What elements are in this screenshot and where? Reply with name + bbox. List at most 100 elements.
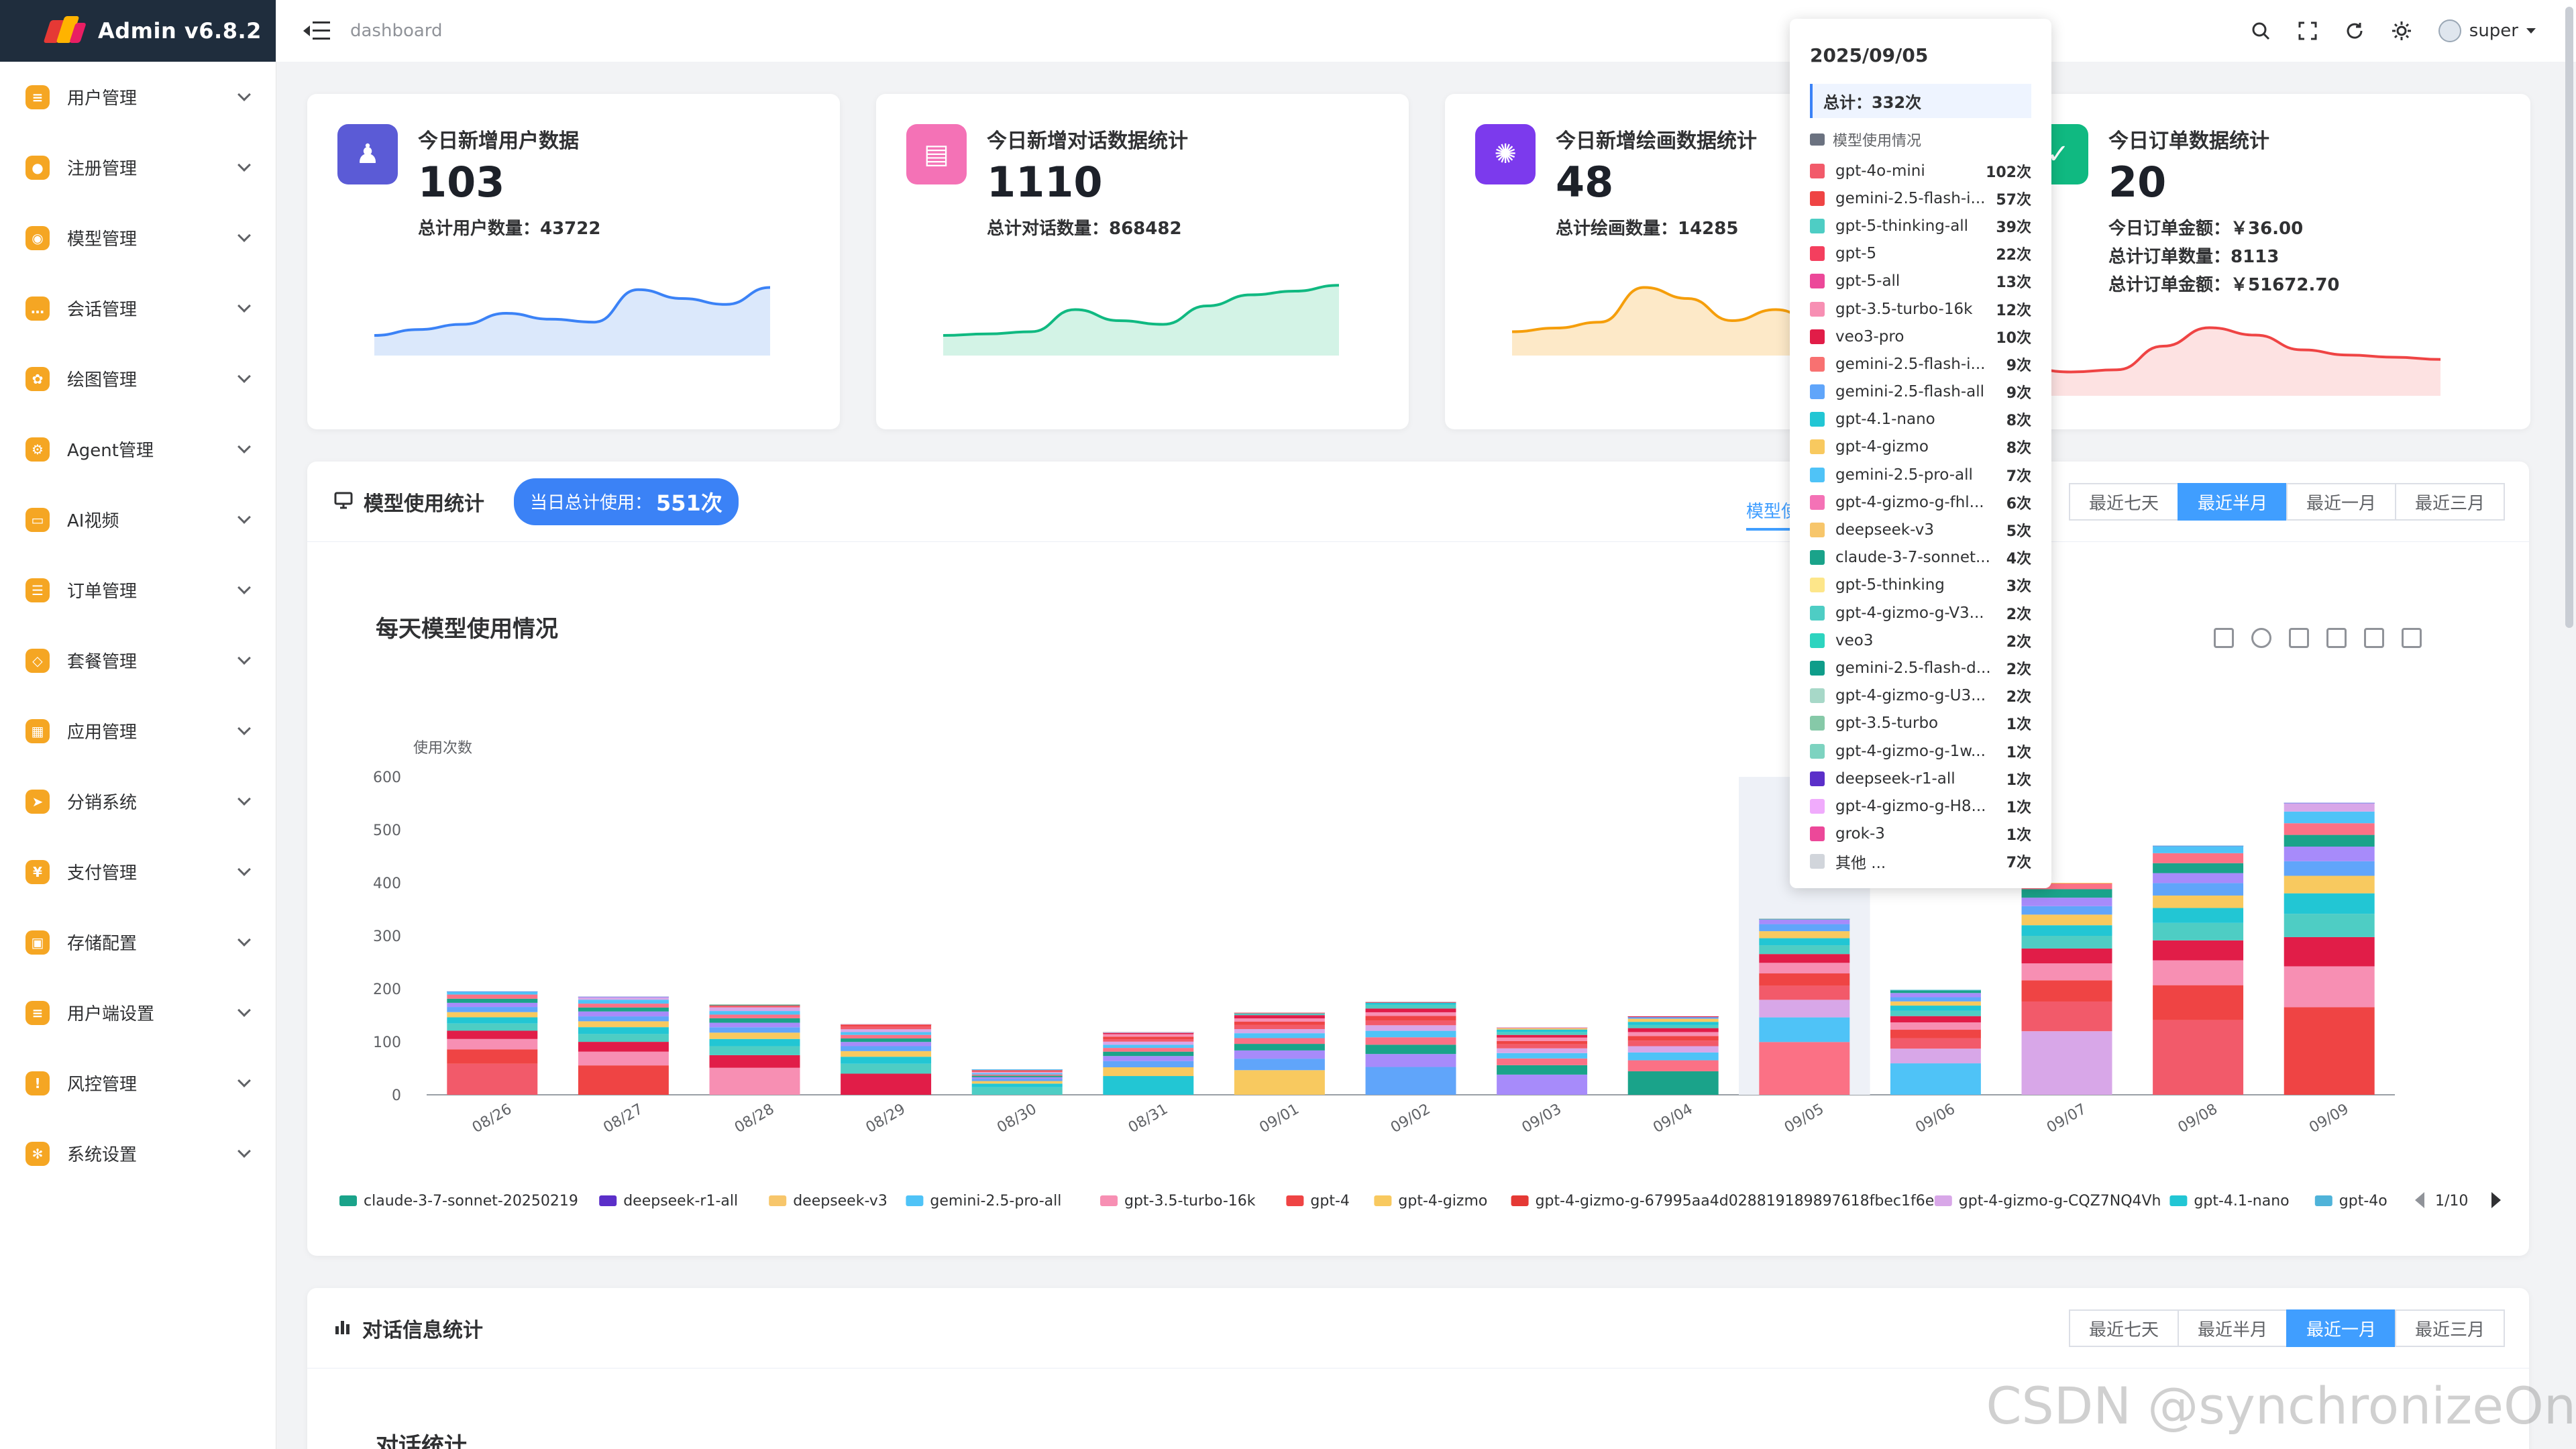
sidebar-item[interactable]: ✻ 系统设置 [0,1118,276,1189]
bar-segment[interactable] [1234,1070,1325,1095]
bar-segment[interactable] [2021,906,2112,915]
bar-segment[interactable] [2153,895,2244,908]
bar-segment[interactable] [841,1073,932,1095]
bar-segment[interactable] [1759,973,1850,986]
bar-segment[interactable] [709,1027,800,1033]
sidebar-collapse-icon[interactable] [303,20,330,42]
legend-item[interactable]: gpt-4.1-nano [2194,1193,2289,1210]
bar-segment[interactable] [2284,1007,2375,1095]
legend-item[interactable]: gpt-3.5-turbo-16k [1124,1193,1256,1210]
bar-segment[interactable] [2284,914,2375,937]
sidebar-item[interactable]: ⚙ Agent管理 [0,414,276,484]
bar-segment[interactable] [841,1051,932,1057]
bar-segment[interactable] [1497,1037,1588,1041]
bar-segment[interactable] [2153,883,2244,896]
bar-segment[interactable] [1103,1061,1194,1067]
legend-swatch[interactable] [2314,1195,2332,1206]
line-chart-icon[interactable] [2326,628,2347,648]
bar-segment[interactable] [1890,1030,1981,1038]
bar-segment[interactable] [971,1071,1063,1073]
bar-segment[interactable] [2021,1001,2112,1032]
bar-segment[interactable] [709,1067,800,1095]
bar-segment[interactable] [1234,1012,1325,1014]
bar-segment[interactable] [1497,1065,1588,1075]
bar-segment[interactable] [1234,1024,1325,1030]
bar-segment[interactable] [2021,914,2112,926]
bar-segment[interactable] [1497,1048,1588,1053]
sidebar-item[interactable]: ▭ AI视频 [0,484,276,555]
bar-segment[interactable] [1759,1042,1850,1095]
bar-segment[interactable] [1365,1016,1456,1021]
bar-segment[interactable] [447,1017,538,1024]
bar-segment[interactable] [1890,989,1981,994]
fullscreen-icon[interactable] [2298,21,2318,41]
legend-item[interactable]: gemini-2.5-pro-all [930,1193,1061,1210]
range-button[interactable]: 最近三月 [2395,1309,2506,1347]
bar-segment[interactable] [709,1018,800,1023]
bar-segment[interactable] [2021,963,2112,981]
legend-prev-icon[interactable] [2415,1192,2424,1208]
bar-segment[interactable] [2153,960,2244,985]
bar-segment[interactable] [1497,1027,1588,1030]
range-button[interactable]: 最近一月 [2286,1309,2397,1347]
bar-segment[interactable] [447,994,538,999]
bar-segment[interactable] [1627,1046,1719,1053]
bar-segment[interactable] [1103,1032,1194,1034]
legend-swatch[interactable] [1286,1195,1304,1206]
bar-segment[interactable] [2021,898,2112,906]
bar-segment[interactable] [1234,1029,1325,1034]
bar-segment[interactable] [1365,1025,1456,1031]
sidebar-item[interactable]: ≡ 用户管理 [0,62,276,132]
bar-segment[interactable] [1103,1067,1194,1077]
bar-segment[interactable] [971,1070,1063,1071]
bar-segment[interactable] [2021,936,2112,949]
bar-segment[interactable] [1627,1024,1719,1028]
bar-segment[interactable] [2153,863,2244,873]
bar-segment[interactable] [1759,931,1850,938]
bar-segment[interactable] [2284,835,2375,847]
bar-segment[interactable] [447,1012,538,1018]
bar-segment[interactable] [709,1032,800,1039]
bar-segment[interactable] [447,991,538,995]
page-scrollbar[interactable] [2565,7,2573,628]
bar-segment[interactable] [2021,1031,2112,1095]
bar-segment[interactable] [1365,1002,1456,1003]
bar-segment[interactable] [2284,802,2375,812]
bar-segment[interactable] [2153,985,2244,1020]
bar-segment[interactable] [1890,993,1981,998]
bar-segment[interactable] [447,1049,538,1064]
legend-swatch[interactable] [1374,1195,1392,1206]
bar-segment[interactable] [971,1079,1063,1081]
legend-item[interactable]: claude-3-7-sonnet-20250219 [364,1193,578,1210]
bar-segment[interactable] [971,1072,1063,1073]
bar-segment[interactable] [1627,1052,1719,1061]
bar-segment[interactable] [447,1007,538,1012]
bar-segment[interactable] [2153,922,2244,941]
search-icon[interactable] [2251,21,2271,41]
bar-segment[interactable] [1627,1040,1719,1046]
bar-segment[interactable] [709,1055,800,1068]
bar-segment[interactable] [2021,925,2112,936]
bar-segment[interactable] [1234,1018,1325,1022]
legend-swatch[interactable] [339,1195,357,1206]
bar-segment[interactable] [2153,845,2244,847]
bar-segment[interactable] [2153,873,2244,883]
legend-swatch[interactable] [599,1195,617,1206]
legend-item[interactable]: gpt-4-gizmo [1398,1193,1487,1210]
bar-segment[interactable] [971,1075,1063,1077]
bar-segment[interactable] [1365,1008,1456,1012]
bar-segment[interactable] [1627,1060,1719,1071]
range-button[interactable]: 最近七天 [2069,1309,2180,1347]
bar-segment[interactable] [2284,875,2375,894]
sidebar-item[interactable]: ≡ 用户端设置 [0,977,276,1048]
legend-swatch[interactable] [1934,1195,1952,1206]
restore-icon[interactable] [2251,628,2271,648]
bar-segment[interactable] [2284,811,2375,824]
bar-segment[interactable] [841,1032,932,1035]
bar-segment[interactable] [1103,1044,1194,1049]
bar-segment[interactable] [578,996,669,998]
legend-item[interactable]: deepseek-v3 [793,1193,888,1210]
bar-segment[interactable] [578,1004,669,1008]
bar-segment[interactable] [971,1073,1063,1075]
bar-segment[interactable] [1497,1032,1588,1035]
